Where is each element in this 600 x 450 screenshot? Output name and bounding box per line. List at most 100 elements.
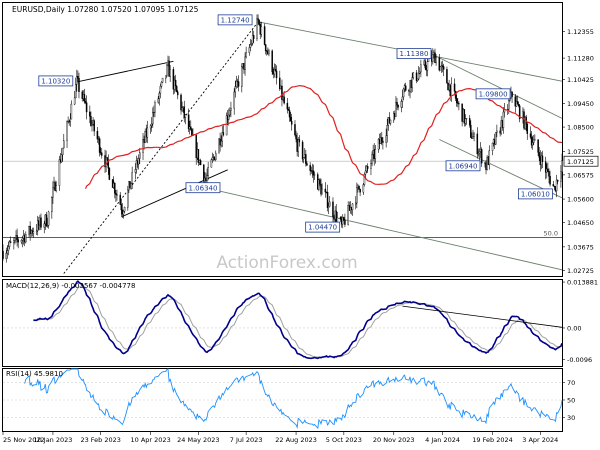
macd-panel-title: MACD(12,26,9) -0.003567 -0.004778 [6, 282, 135, 290]
candle-body [537, 139, 539, 153]
candle-body [397, 104, 399, 108]
candle-body [236, 80, 239, 82]
candle-body [63, 140, 65, 149]
candle-body [508, 100, 510, 110]
candle-body [169, 69, 171, 77]
candle-body [288, 110, 291, 118]
candle-body [386, 125, 388, 136]
candle-body [364, 170, 367, 175]
candle-body [214, 152, 217, 161]
candle-body [252, 35, 255, 39]
candle-body [40, 217, 42, 228]
candle-body [21, 237, 24, 241]
price-label: 1.11380 [396, 48, 432, 60]
candle-body [191, 129, 193, 136]
candle-body [101, 152, 103, 156]
candle-body [228, 114, 230, 120]
price-label-text: 1.06940 [449, 162, 478, 170]
candle-body [153, 111, 155, 113]
candle-body [343, 217, 345, 221]
candle-body [237, 81, 240, 87]
candle-body [273, 68, 276, 75]
candle-body [470, 124, 472, 138]
price-label-text: 1.04470 [308, 224, 337, 232]
candle-body [328, 201, 331, 207]
candle-body [426, 61, 429, 71]
y-tick-label: 1.06575 [567, 171, 594, 179]
candle-body [222, 132, 225, 136]
trendline-upper-2023 [76, 60, 174, 83]
macd-trendline [402, 305, 563, 328]
candle-body [526, 123, 529, 134]
candle-body [318, 179, 320, 190]
candle-body [457, 102, 459, 104]
candle-body [290, 120, 293, 125]
candle-body [258, 20, 260, 25]
candle-body [516, 101, 519, 105]
candle-body [319, 179, 321, 185]
x-tick-label: 3 Apr 2024 [522, 436, 558, 444]
x-tick-label: 25 Nov 2022 [3, 436, 45, 444]
candle-body [385, 135, 387, 143]
candle-body [184, 114, 187, 118]
channel-inner-upper [434, 55, 563, 119]
price-label: 1.06010 [518, 188, 553, 200]
price-label-text: 1.11380 [400, 50, 429, 58]
candle-body [356, 187, 358, 204]
candle-body [450, 83, 453, 96]
candle-body [458, 103, 460, 105]
macd-panel-frame [2, 279, 563, 367]
channel-lines [63, 21, 563, 274]
candle-body [533, 139, 535, 143]
candle-body [20, 240, 23, 243]
candle-body [114, 183, 116, 194]
candle-body [146, 127, 149, 138]
candle-body [538, 152, 540, 158]
candle-body [441, 65, 444, 67]
candle-body [172, 69, 175, 90]
candle-body [401, 96, 404, 102]
rsi-lines [3, 368, 563, 430]
candle-body [139, 152, 141, 159]
candle-body [244, 56, 246, 70]
candle-body [415, 72, 418, 81]
candle-body [157, 98, 159, 103]
candle-body [123, 206, 126, 212]
rsi-line [24, 368, 563, 430]
candle-body [488, 150, 491, 165]
candle-body [480, 149, 483, 164]
candle-body [52, 187, 54, 198]
candle-body [127, 189, 129, 208]
candle-body [36, 220, 39, 231]
price-label-text: 1.06010 [521, 190, 550, 198]
last-price-label: 1.07125 [567, 158, 594, 166]
price-label-text: 1.06340 [189, 184, 218, 192]
candle-body [66, 121, 68, 141]
candle-body [107, 159, 110, 169]
candle-body [326, 191, 329, 208]
candle-body [313, 174, 316, 176]
candle-body [175, 85, 178, 93]
candle-body [256, 18, 258, 39]
candle-body [55, 185, 57, 191]
candle-body [294, 124, 296, 136]
candle-body [454, 90, 457, 99]
price-label-box [396, 48, 432, 60]
candle-body [260, 26, 263, 35]
rsi-tick-label: 70 [567, 379, 575, 387]
candle-body [366, 166, 369, 169]
candle-body [257, 18, 259, 21]
candle-body [382, 140, 384, 143]
x-tick-label: 10 Jan 2023 [33, 436, 72, 444]
candle-body [502, 111, 505, 128]
candle-body [432, 54, 434, 62]
candle-body [234, 86, 237, 93]
candle-body [424, 60, 426, 69]
watermark: ActionForex.com [216, 253, 357, 273]
candle-body [477, 152, 480, 155]
candle-body [530, 136, 533, 146]
candle-body [165, 75, 167, 79]
candle-body [29, 226, 31, 235]
